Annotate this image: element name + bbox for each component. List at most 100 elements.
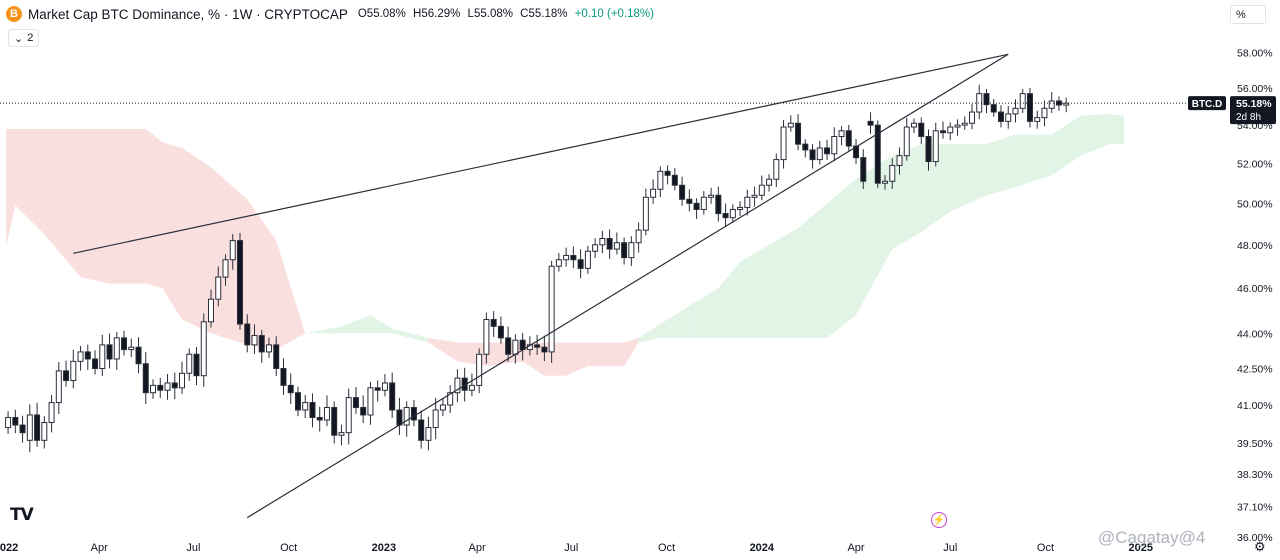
cloud-segment (1080, 113, 1110, 156)
y-tick-label: 39.50% (1237, 438, 1273, 450)
candle-body (961, 122, 968, 126)
cloud-segment (305, 326, 342, 334)
candle-body (990, 104, 997, 113)
candle-body (302, 402, 309, 411)
x-tick-label: Jul (564, 542, 578, 554)
x-tick-label: 2024 (750, 542, 775, 554)
candle-body (63, 370, 70, 382)
candle-body (599, 238, 606, 246)
price-tag-value: 55.18% (1236, 98, 1272, 110)
candle-body (650, 188, 657, 198)
cloud-segment (1051, 115, 1081, 176)
x-tick-label: Jul (186, 542, 200, 554)
cloud-segment (341, 314, 371, 334)
y-tick-label: 48.00% (1237, 240, 1273, 252)
x-tick-label: Apr (469, 542, 486, 554)
candle-body (323, 406, 330, 421)
candle-body (468, 384, 475, 391)
percent-scale-button[interactable]: % (1230, 5, 1266, 24)
cloud-segment (769, 228, 799, 338)
candle-body (606, 238, 613, 250)
candle-body (389, 382, 396, 411)
candle-body (273, 344, 280, 369)
candle-body (954, 124, 961, 128)
cloud-segment (986, 134, 1016, 196)
candle-body (809, 149, 816, 161)
candle-body (106, 344, 113, 360)
candle-body (193, 353, 200, 377)
y-tick-label: 36.00% (1237, 532, 1273, 544)
candle-body (490, 318, 497, 327)
candle-body (280, 367, 287, 386)
candle-body (157, 384, 164, 391)
cloud-segment (689, 288, 719, 338)
y-tick-label: 42.50% (1237, 363, 1273, 375)
symbol-title[interactable]: Market Cap BTC Dominance, % · 1W · CRYPT… (28, 6, 348, 22)
candle-body (889, 164, 896, 182)
candle-body (121, 337, 128, 351)
candle-body (947, 126, 954, 134)
candle-body (541, 346, 548, 353)
candle-body (584, 250, 591, 269)
candle-body (439, 404, 446, 411)
y-tick-label: 52.00% (1237, 158, 1273, 170)
x-tick-label: 2022 (0, 542, 18, 554)
trendline-lower-support[interactable] (246, 53, 1009, 519)
low-value: 55.08% (473, 8, 513, 20)
high-label: H (413, 8, 422, 20)
candle-body (164, 382, 171, 391)
candle-body (1005, 113, 1012, 122)
candle-body (613, 242, 620, 250)
candle-body (932, 130, 939, 163)
candle-body (664, 170, 671, 176)
candle-body (200, 321, 207, 377)
candle-body (686, 198, 693, 204)
candle-body (766, 178, 773, 186)
trendlines (73, 53, 1009, 519)
tradingview-logo-icon[interactable]: TV (10, 505, 34, 525)
y-tick-label: 56.00% (1237, 83, 1273, 95)
candle-body (642, 196, 649, 231)
cloud-segment (827, 179, 857, 338)
candle-body (1055, 100, 1062, 106)
indicators-collapse-button[interactable]: ⌄ 2 (8, 29, 40, 47)
cloud-segment (182, 147, 212, 334)
candle-body (454, 377, 461, 394)
x-tick-label: 2023 (372, 542, 396, 554)
candle-body (367, 387, 374, 416)
high-value: 56.29% (421, 8, 461, 20)
flash-icon[interactable]: ⚡ (931, 512, 947, 528)
candle-body (997, 111, 1004, 122)
trendline-upper-resistance[interactable] (73, 53, 1009, 254)
countdown: 2d 8h (1236, 112, 1261, 123)
cloud-segment (370, 314, 393, 334)
candle-body (418, 419, 425, 441)
gear-icon[interactable]: ⚙ (1254, 539, 1266, 554)
ohlc-values: O55.08% H56.29% L55.08% C55.18% +0.10 (+… (354, 8, 654, 20)
candle-body (410, 406, 417, 421)
candle-body (737, 206, 744, 210)
cloud-segment (566, 342, 588, 376)
candle-body (403, 406, 410, 426)
candle-body (309, 402, 316, 418)
indicator-count: 2 (27, 32, 34, 44)
x-tick-label: Apr (847, 542, 864, 554)
candle-body (215, 276, 222, 300)
candle-body (447, 392, 454, 406)
cloud-segment (718, 261, 741, 338)
candle-body (48, 402, 55, 424)
candle-body (505, 337, 512, 355)
candle-body (287, 384, 294, 394)
candle-body (787, 122, 794, 128)
candle-body (360, 406, 367, 416)
candle-body (338, 432, 345, 436)
cloud-segment (1015, 134, 1052, 188)
candle-body (708, 194, 715, 198)
candle-body (113, 337, 120, 360)
candle-body (802, 143, 809, 151)
symbol-tag-bg (1188, 96, 1226, 111)
candle-body (374, 387, 381, 391)
candle-body (758, 184, 765, 196)
candle-body (534, 344, 541, 348)
